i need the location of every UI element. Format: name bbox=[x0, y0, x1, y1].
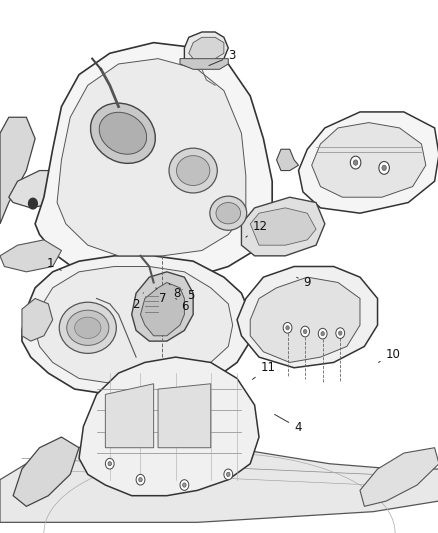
Circle shape bbox=[108, 462, 111, 466]
Polygon shape bbox=[35, 43, 272, 282]
Circle shape bbox=[226, 472, 230, 477]
Polygon shape bbox=[140, 282, 184, 336]
Polygon shape bbox=[158, 384, 210, 448]
Polygon shape bbox=[22, 256, 250, 394]
Polygon shape bbox=[241, 197, 324, 256]
Polygon shape bbox=[57, 59, 245, 256]
Ellipse shape bbox=[59, 302, 116, 353]
Polygon shape bbox=[180, 59, 228, 69]
Circle shape bbox=[338, 331, 341, 335]
Circle shape bbox=[223, 469, 232, 480]
Polygon shape bbox=[250, 208, 315, 245]
Polygon shape bbox=[184, 32, 228, 64]
Polygon shape bbox=[237, 266, 377, 368]
Text: 2: 2 bbox=[132, 293, 143, 311]
Text: 8: 8 bbox=[169, 284, 180, 300]
Ellipse shape bbox=[176, 156, 209, 185]
Polygon shape bbox=[105, 384, 153, 448]
Polygon shape bbox=[311, 123, 425, 197]
Ellipse shape bbox=[215, 203, 240, 224]
Ellipse shape bbox=[169, 148, 217, 193]
Ellipse shape bbox=[67, 310, 109, 345]
Polygon shape bbox=[22, 298, 53, 341]
Polygon shape bbox=[250, 277, 359, 362]
Circle shape bbox=[378, 161, 389, 174]
Circle shape bbox=[105, 458, 114, 469]
Text: 1: 1 bbox=[46, 257, 61, 270]
Polygon shape bbox=[13, 437, 79, 506]
Polygon shape bbox=[359, 448, 438, 506]
Ellipse shape bbox=[99, 112, 146, 154]
Ellipse shape bbox=[90, 103, 155, 164]
Circle shape bbox=[180, 480, 188, 490]
Text: 4: 4 bbox=[274, 415, 301, 434]
Polygon shape bbox=[276, 149, 298, 171]
Polygon shape bbox=[0, 117, 35, 224]
Circle shape bbox=[138, 478, 142, 482]
Text: 6: 6 bbox=[175, 298, 189, 313]
Circle shape bbox=[318, 328, 326, 339]
Text: 9: 9 bbox=[296, 276, 311, 289]
Text: 7: 7 bbox=[155, 288, 166, 305]
Circle shape bbox=[381, 165, 385, 171]
Polygon shape bbox=[0, 240, 61, 272]
Circle shape bbox=[335, 328, 344, 338]
Text: 12: 12 bbox=[245, 220, 267, 237]
Polygon shape bbox=[35, 266, 232, 384]
Polygon shape bbox=[79, 357, 258, 496]
Text: 10: 10 bbox=[378, 348, 399, 362]
Polygon shape bbox=[9, 171, 70, 208]
Text: 5: 5 bbox=[182, 289, 194, 302]
Ellipse shape bbox=[74, 317, 101, 338]
Text: 11: 11 bbox=[252, 361, 275, 379]
Circle shape bbox=[136, 474, 145, 485]
Text: 3: 3 bbox=[208, 50, 235, 66]
Polygon shape bbox=[0, 442, 438, 522]
Circle shape bbox=[350, 156, 360, 169]
Circle shape bbox=[353, 160, 357, 165]
Polygon shape bbox=[188, 37, 223, 59]
Ellipse shape bbox=[209, 196, 246, 230]
Circle shape bbox=[28, 198, 37, 209]
Circle shape bbox=[300, 326, 309, 337]
Circle shape bbox=[320, 332, 324, 336]
Polygon shape bbox=[298, 112, 438, 213]
Polygon shape bbox=[131, 272, 193, 341]
Circle shape bbox=[182, 483, 186, 487]
Circle shape bbox=[283, 322, 291, 333]
Circle shape bbox=[285, 326, 289, 330]
Circle shape bbox=[303, 329, 306, 334]
